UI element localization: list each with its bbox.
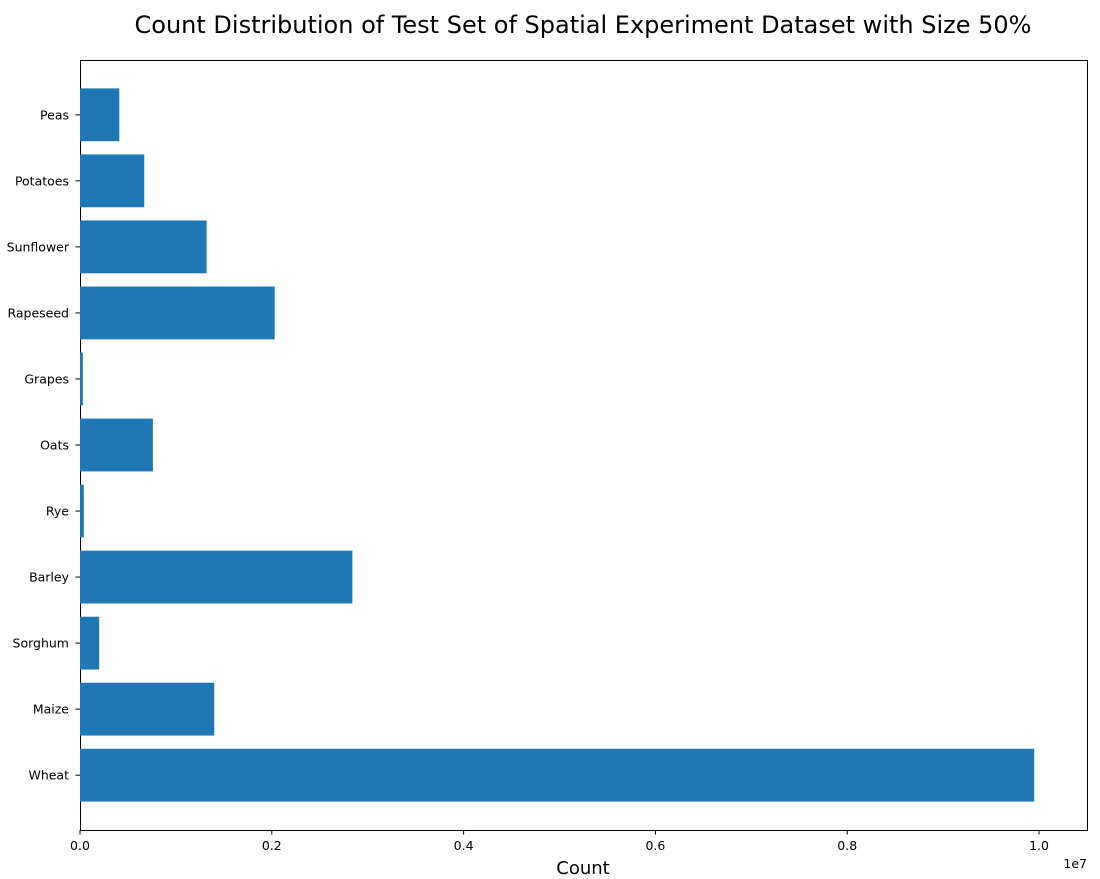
plot-area-frame: [80, 60, 1088, 831]
bar-rapeseed: [80, 286, 275, 340]
bar-peas: [80, 88, 120, 142]
chart-title: Count Distribution of Test Set of Spatia…: [135, 11, 1032, 39]
x-tick-label: 1.0: [1029, 838, 1049, 853]
bar-potatoes: [80, 154, 145, 208]
bar-wheat: [80, 748, 1035, 802]
y-tick-label-sunflower: Sunflower: [7, 239, 70, 254]
x-tick-label: 0.2: [262, 838, 282, 853]
x-axis-offset-label: 1e7: [1063, 856, 1087, 871]
x-axis-label: Count: [556, 858, 609, 879]
y-tick-label-maize: Maize: [33, 702, 69, 717]
y-tick-label-grapes: Grapes: [24, 371, 69, 386]
y-tick-label-barley: Barley: [29, 570, 70, 585]
y-axis-ticks: Wheat Maize Sorghum Barley Rye Oats Grapes Rape…: [7, 107, 80, 783]
y-tick-label-sorghum: Sorghum: [13, 636, 69, 651]
x-axis-ticks: 0.0 0.2 0.4 0.6 0.8 1.0: [70, 830, 1049, 853]
y-tick-label-rye: Rye: [46, 504, 69, 519]
bars-layer: [80, 88, 1035, 802]
y-tick-label-potatoes: Potatoes: [15, 173, 69, 188]
x-tick-label: 0.0: [70, 838, 90, 853]
bar-rye: [80, 484, 84, 538]
y-tick-label-wheat: Wheat: [28, 768, 69, 783]
bar-sunflower: [80, 220, 207, 274]
x-tick-label: 0.6: [645, 838, 665, 853]
bar-grapes: [80, 352, 83, 406]
bar-barley: [80, 550, 353, 604]
x-tick-label: 0.8: [837, 838, 857, 853]
y-tick-label-rapeseed: Rapeseed: [7, 305, 69, 320]
bar-oats: [80, 418, 153, 472]
bar-sorghum: [80, 616, 100, 670]
y-tick-label-peas: Peas: [40, 107, 69, 122]
bar-maize: [80, 682, 215, 736]
x-tick-label: 0.4: [454, 838, 474, 853]
y-tick-label-oats: Oats: [40, 438, 69, 453]
